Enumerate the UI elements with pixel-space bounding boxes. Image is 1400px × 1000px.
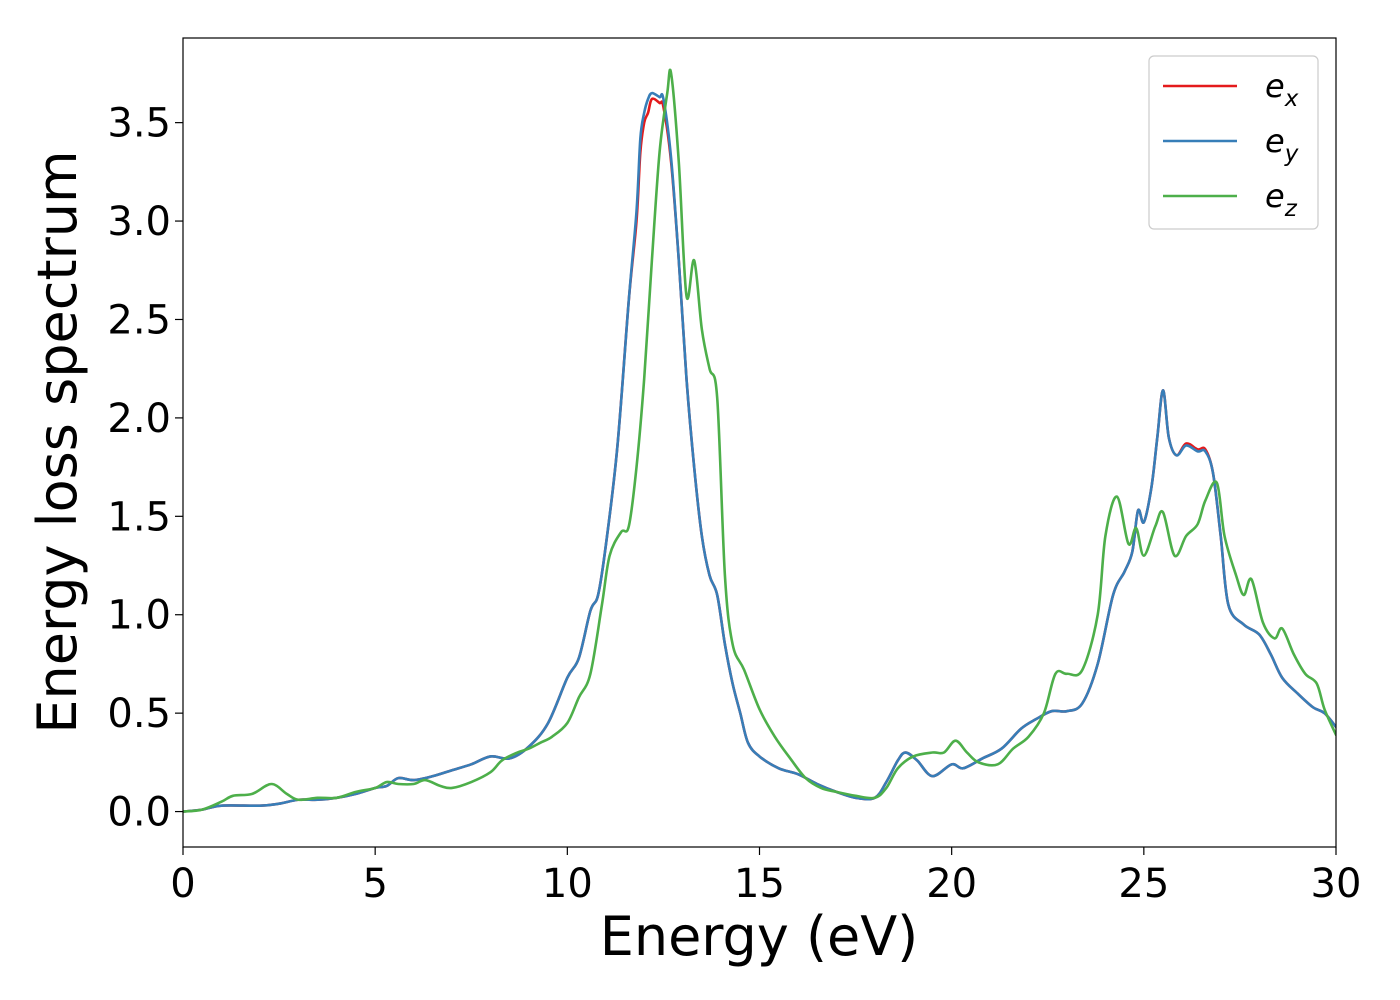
x-tick-label: 25 [1118, 861, 1169, 907]
series-line-ez [183, 68, 1336, 813]
y-tick-label: 3.0 [107, 199, 171, 245]
y-tick-label: 3.5 [107, 101, 171, 147]
x-tick-label: 0 [170, 861, 195, 907]
legend-label-ex: ex [1265, 67, 1299, 112]
legend-label-ey: ey [1265, 122, 1299, 167]
plot-lines [183, 68, 1336, 813]
y-tick-label: 1.5 [107, 494, 171, 540]
x-tick-label: 15 [734, 861, 785, 907]
x-tick-label: 30 [1311, 861, 1362, 907]
legend-label-base: e [1265, 67, 1285, 105]
y-axis-label: Energy loss spectrum [26, 150, 89, 733]
legend-box [1148, 55, 1319, 230]
legend-label-subscript: y [1284, 141, 1299, 167]
series-line-ey [183, 91, 1336, 813]
legend-label-subscript: x [1284, 86, 1299, 112]
x-axis-ticks: 0 5 10 15 20 25 30 [170, 847, 1361, 907]
y-tick-label: 0.0 [107, 790, 171, 836]
y-tick-label: 2.0 [107, 396, 171, 442]
x-tick-label: 10 [542, 861, 593, 907]
x-tick-label: 5 [362, 861, 387, 907]
y-tick-label: 0.5 [107, 691, 171, 737]
legend-label-base: e [1265, 122, 1285, 160]
x-axis-label: Energy (eV) [600, 905, 919, 968]
y-axis-ticks: 0.0 0.5 1.0 1.5 2.0 2.5 3.0 3.5 [107, 101, 183, 836]
legend-label-ez: ez [1265, 177, 1298, 222]
y-tick-label: 2.5 [107, 297, 171, 343]
y-tick-label: 1.0 [107, 593, 171, 639]
legend-label-base: e [1265, 177, 1285, 215]
legend-label-subscript: z [1284, 196, 1298, 222]
x-tick-label: 20 [926, 861, 977, 907]
plot-frame [182, 37, 1337, 848]
